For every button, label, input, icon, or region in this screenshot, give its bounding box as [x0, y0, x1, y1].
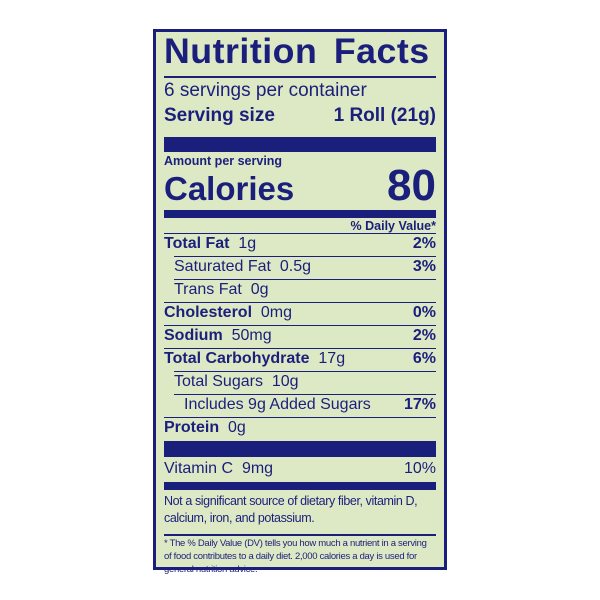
- nutrient-row: Total Carbohydrate 17g 6%: [164, 350, 436, 368]
- nutrient-row: Saturated Fat 0.5g 3%: [164, 258, 436, 276]
- nutrient-row: Total Sugars 10g: [164, 373, 436, 391]
- nutrient-name: Total Fat: [164, 235, 230, 252]
- nutrient-amount: 0mg: [260, 304, 293, 321]
- nutrient-dv: 3%: [412, 258, 436, 275]
- divider: [164, 76, 436, 78]
- nutrient-dv: 17%: [403, 396, 436, 413]
- nutrient-amount: 0.5g: [279, 258, 311, 275]
- nutrient-name: Trans Fat: [174, 281, 242, 298]
- amount-per-serving: Amount per serving: [164, 154, 283, 168]
- nutrient-amount: 17g: [318, 350, 346, 367]
- nutrient-dv: 0%: [412, 304, 436, 321]
- nutrient-row: Sodium 50mg 2%: [164, 327, 436, 345]
- not-significant-note: Not a significant source of dietary fibe…: [164, 494, 418, 525]
- nutrient-amount: 0g: [228, 419, 246, 436]
- nutrient-dv: 2%: [412, 327, 436, 344]
- nutrient-dv: 6%: [412, 350, 436, 367]
- nutrient-name: Cholesterol: [164, 304, 253, 321]
- nutrient-amount: 10g: [271, 373, 299, 390]
- divider: [164, 233, 436, 234]
- nutrient-row: Total Fat 1g 2%: [164, 235, 436, 253]
- divider: [174, 279, 436, 280]
- serving-size-row: Serving size 1 Roll (21g): [164, 105, 436, 127]
- divider: [174, 371, 436, 372]
- vitamin-row: Vitamin C 9mg 10%: [164, 460, 436, 478]
- divider: [174, 256, 436, 257]
- calories-value: 80: [387, 161, 436, 210]
- divider: [174, 394, 436, 395]
- divider: [164, 534, 436, 536]
- thick-divider: [164, 137, 436, 152]
- vitamin-name: Vitamin C: [164, 460, 234, 477]
- nutrient-amount: 50mg: [231, 327, 272, 344]
- divider: [164, 417, 436, 418]
- nutrient-name: Total Carbohydrate: [164, 350, 310, 367]
- thick-divider: [164, 210, 436, 218]
- servings-per-container: 6 servings per container: [164, 80, 367, 101]
- nutrient-amount: 1g: [238, 235, 257, 252]
- nutrient-name: Saturated Fat: [174, 258, 271, 275]
- nutrient-amount: 0g: [250, 281, 269, 298]
- nutrient-name: Total Sugars: [174, 373, 263, 390]
- divider: [164, 302, 436, 303]
- vitamin-dv: 10%: [403, 460, 436, 477]
- divider: [164, 325, 436, 326]
- nutrient-dv: 2%: [412, 235, 436, 252]
- divider: [164, 348, 436, 349]
- nutrient-row: Includes 9g Added Sugars 17%: [164, 396, 436, 414]
- nutrient-name: Protein: [164, 419, 220, 436]
- thick-divider: [164, 482, 436, 490]
- serving-size-label: Serving size: [164, 105, 275, 126]
- footnote: * The % Daily Value (DV) tells you how m…: [164, 538, 427, 575]
- daily-value-header: % Daily Value*: [350, 219, 436, 233]
- nutrient-name: Includes 9g Added Sugars: [184, 396, 371, 413]
- calories-label: Calories: [164, 170, 295, 207]
- nutrient-row: Protein 0g: [164, 419, 436, 437]
- thick-divider: [164, 441, 436, 457]
- calories-row: Calories 80: [164, 164, 436, 208]
- label-title: Nutrition Facts: [164, 32, 430, 71]
- nutrient-name: Sodium: [164, 327, 223, 344]
- nutrient-row: Trans Fat 0g: [164, 281, 436, 299]
- nutrient-row: Cholesterol 0mg 0%: [164, 304, 436, 322]
- nutrition-facts-label: Nutrition Facts 6 servings per container…: [153, 29, 447, 575]
- vitamin-amount: 9mg: [241, 460, 274, 477]
- serving-size-value: 1 Roll (21g): [333, 105, 436, 126]
